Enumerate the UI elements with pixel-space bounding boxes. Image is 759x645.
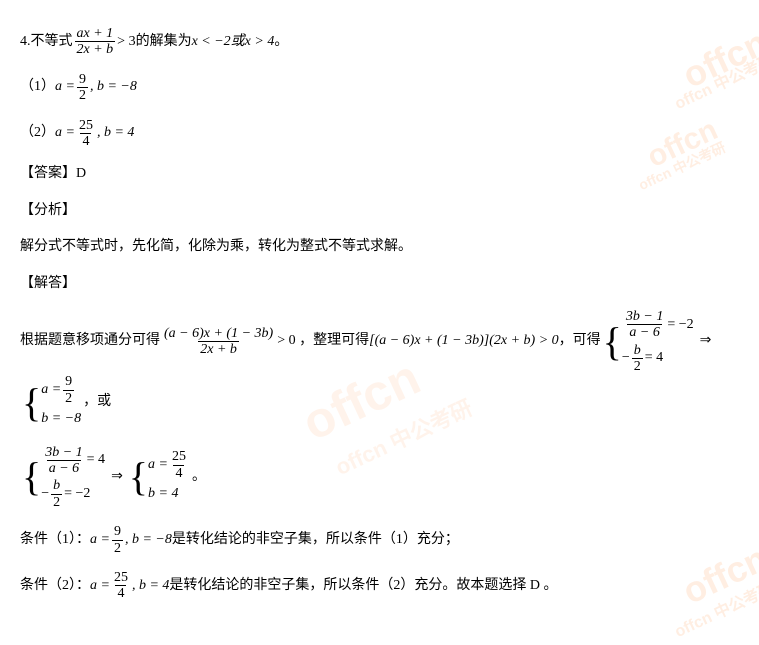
product: [(a − 6)x + (1 − 3b)](2x + b) > 0 — [369, 330, 559, 352]
fraction: b 2 — [632, 343, 643, 375]
eq-b: , b = 4 — [97, 122, 134, 144]
conclusion-1: 条件（1）： a = 9 2 , b = −8 是转化结论的非空子集，所以条件（… — [20, 524, 739, 556]
cases-1: { 3b − 1 a − 6 = −2 − b 2 = 4 — [603, 309, 694, 375]
neg: − — [41, 483, 49, 505]
solve-line-2: { 3b − 1 a − 6 = 4 − b 2 = −2 ⇒ { — [20, 445, 739, 511]
brace-icon: { — [129, 449, 148, 505]
brace-icon: { — [22, 374, 41, 430]
denominator: 2x + b — [75, 41, 116, 57]
eq-a: a = — [55, 76, 75, 98]
rhs: = −2 — [64, 483, 90, 505]
numerator: 3b − 1 — [43, 445, 84, 460]
denominator: a − 6 — [47, 460, 81, 476]
fraction: 25 4 — [170, 449, 188, 481]
eq-a: a = — [41, 379, 61, 401]
denominator: 4 — [80, 133, 91, 149]
neg: − — [622, 347, 630, 369]
result-1: { a = 9 2 b = −8 — [22, 374, 81, 430]
cases-2: { 3b − 1 a − 6 = 4 − b 2 = −2 — [22, 445, 105, 511]
numerator: b — [51, 478, 62, 493]
eq-b: , b = −8 — [90, 76, 137, 98]
denominator: 4 — [115, 585, 126, 601]
rhs: = 4 — [645, 347, 663, 369]
denominator: 2 — [632, 358, 643, 374]
denominator: 2 — [51, 494, 62, 510]
numerator: 25 — [77, 118, 95, 133]
solution-set: x < −2或x > 4 — [192, 31, 275, 53]
text: 是转化结论的非空子集，所以条件（2）充分。故本题选择 D 。 — [169, 575, 557, 597]
solve-line-1: 根据题意移项通分可得 (a − 6)x + (1 − 3b) 2x + b > … — [20, 309, 739, 431]
numerator: 9 — [112, 524, 123, 539]
answer-line: 【答案】 D — [20, 163, 739, 185]
answer-label: 【答案】 — [20, 163, 76, 185]
fraction: 9 2 — [77, 72, 88, 104]
numerator: 3b − 1 — [624, 309, 665, 324]
gt0: > 0 ，整理可得 — [277, 330, 369, 352]
gt3: > 3 — [117, 31, 135, 53]
text: 【解答】 — [20, 273, 76, 295]
text: 根据题意移项通分可得 — [20, 330, 160, 352]
eq-b: b = −8 — [41, 408, 81, 430]
fraction: 9 2 — [112, 524, 123, 556]
analysis-text: 解分式不等式时，先化简，化除为乘，转化为整式不等式求解。 — [20, 236, 739, 258]
numerator: (a − 6)x + (1 − 3b) — [162, 326, 275, 341]
denominator: 2 — [63, 390, 74, 406]
fraction: ax + 1 2x + b — [75, 26, 116, 58]
fraction: 25 4 — [112, 570, 130, 602]
text: ，或 — [83, 391, 111, 413]
eq-b: b = 4 — [148, 483, 178, 505]
fraction: 3b − 1 a − 6 — [624, 309, 665, 341]
text: 不等式 — [31, 31, 73, 53]
eq-b: , b = −8 — [125, 529, 172, 551]
numerator: 25 — [112, 570, 130, 585]
eq-b: , b = 4 — [132, 575, 169, 597]
eq-a: a = — [148, 454, 168, 476]
text: 【分析】 — [20, 200, 76, 222]
brace-icon: { — [22, 445, 41, 511]
fraction: 25 4 — [77, 118, 95, 150]
result-2: { a = 25 4 b = 4 — [129, 449, 190, 505]
text: 解分式不等式时，先化简，化除为乘，转化为整式不等式求解。 — [20, 236, 412, 258]
brace-icon: { — [603, 309, 622, 375]
denominator: 4 — [173, 465, 184, 481]
eq-a: a = — [55, 122, 75, 144]
option-1: （1） a = 9 2 , b = −8 — [20, 72, 739, 104]
rhs: = −2 — [667, 314, 693, 336]
text: 。 — [192, 466, 206, 488]
fraction: b 2 — [51, 478, 62, 510]
fraction: (a − 6)x + (1 − 3b) 2x + b — [162, 326, 275, 358]
fraction: 3b − 1 a − 6 — [43, 445, 84, 477]
denominator: 2 — [77, 87, 88, 103]
numerator: 9 — [77, 72, 88, 87]
eq-a: a = — [90, 575, 110, 597]
question-number: 4. — [20, 31, 31, 53]
solve-label: 【解答】 — [20, 273, 739, 295]
question-stem: 4. 不等式 ax + 1 2x + b > 3 的解集为 x < −2或x >… — [20, 26, 739, 58]
option-label: （1） — [20, 76, 55, 98]
numerator: b — [632, 343, 643, 358]
denominator: 2 — [112, 540, 123, 556]
label: 条件（1）： — [20, 529, 90, 551]
arrow-icon: ⇒ — [111, 466, 123, 488]
numerator: 25 — [170, 449, 188, 464]
text: 是转化结论的非空子集，所以条件（1）充分； — [172, 529, 459, 551]
eq-a: a = — [90, 529, 110, 551]
fraction: 9 2 — [63, 374, 74, 406]
numerator: 9 — [63, 374, 74, 389]
text: 的解集为 — [136, 31, 192, 53]
conclusion-2: 条件（2）： a = 25 4 , b = 4 是转化结论的非空子集，所以条件（… — [20, 570, 739, 602]
option-label: （2） — [20, 122, 55, 144]
text: 。 — [274, 31, 288, 53]
option-2: （2） a = 25 4 , b = 4 — [20, 118, 739, 150]
denominator: 2x + b — [198, 341, 239, 357]
numerator: ax + 1 — [75, 26, 116, 41]
label: 条件（2）： — [20, 575, 90, 597]
denominator: a − 6 — [627, 324, 661, 340]
arrow-icon: ⇒ — [700, 330, 712, 352]
rhs: = 4 — [87, 449, 105, 471]
analysis-label: 【分析】 — [20, 200, 739, 222]
text: ，可得 — [559, 330, 601, 352]
answer-value: D — [76, 163, 86, 185]
